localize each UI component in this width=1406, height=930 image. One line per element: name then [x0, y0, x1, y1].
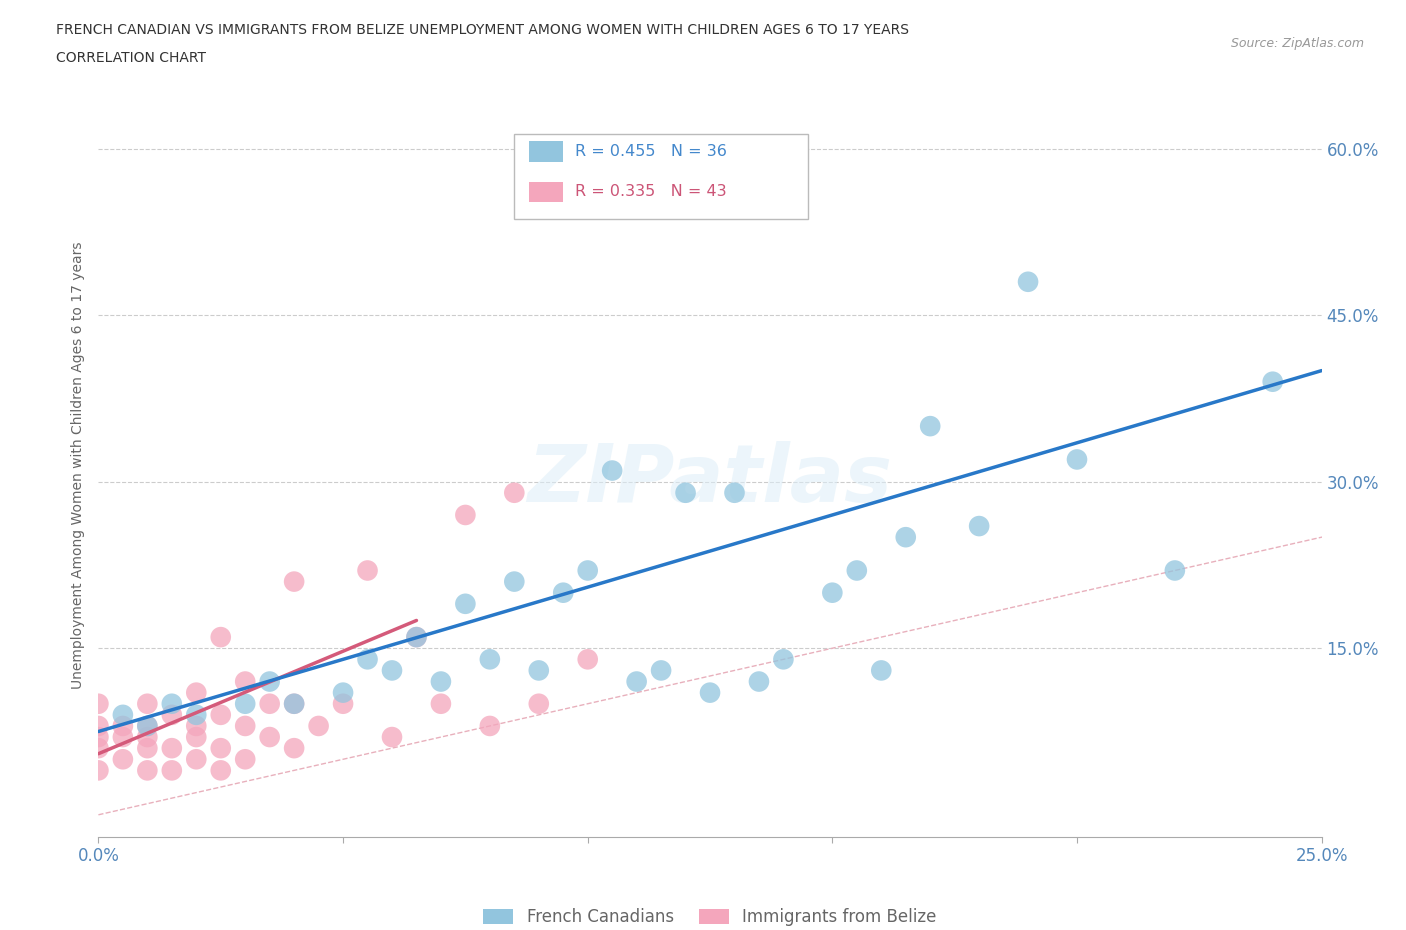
- Point: [259, 730, 281, 745]
- Point: [87, 697, 110, 711]
- Point: [626, 674, 648, 689]
- Legend: French Canadians, Immigrants from Belize: French Canadians, Immigrants from Belize: [477, 901, 943, 930]
- Text: R = 0.335   N = 43: R = 0.335 N = 43: [575, 184, 727, 199]
- Text: FRENCH CANADIAN VS IMMIGRANTS FROM BELIZE UNEMPLOYMENT AMONG WOMEN WITH CHILDREN: FRENCH CANADIAN VS IMMIGRANTS FROM BELIZ…: [56, 23, 910, 37]
- Point: [160, 708, 183, 723]
- Point: [332, 697, 354, 711]
- Point: [136, 719, 159, 734]
- FancyBboxPatch shape: [515, 134, 808, 219]
- Point: [699, 685, 721, 700]
- Point: [209, 708, 232, 723]
- Point: [503, 485, 526, 500]
- Point: [405, 630, 427, 644]
- Point: [1164, 563, 1187, 578]
- Point: [233, 751, 256, 766]
- Point: [454, 508, 477, 523]
- Point: [186, 719, 208, 734]
- Point: [1261, 374, 1284, 389]
- Point: [675, 485, 697, 500]
- Point: [233, 719, 256, 734]
- Point: [87, 730, 110, 745]
- Bar: [529, 181, 564, 203]
- Point: [650, 663, 672, 678]
- Bar: [529, 141, 564, 162]
- Point: [845, 563, 868, 578]
- Point: [160, 763, 183, 777]
- Point: [1017, 274, 1039, 289]
- Point: [136, 730, 159, 745]
- Point: [136, 697, 159, 711]
- Point: [87, 763, 110, 777]
- Point: [430, 697, 453, 711]
- Point: [503, 574, 526, 589]
- Point: [405, 630, 427, 644]
- Point: [209, 763, 232, 777]
- Point: [186, 730, 208, 745]
- Point: [283, 697, 305, 711]
- Point: [967, 519, 990, 534]
- Point: [283, 574, 305, 589]
- Point: [527, 663, 550, 678]
- Point: [381, 663, 404, 678]
- Point: [356, 652, 378, 667]
- Point: [821, 585, 844, 600]
- Text: Source: ZipAtlas.com: Source: ZipAtlas.com: [1230, 37, 1364, 50]
- Point: [209, 630, 232, 644]
- Point: [1066, 452, 1088, 467]
- Point: [259, 697, 281, 711]
- Point: [87, 719, 110, 734]
- Text: ZIPatlas: ZIPatlas: [527, 441, 893, 519]
- Point: [723, 485, 745, 500]
- Point: [748, 674, 770, 689]
- Point: [308, 719, 330, 734]
- Point: [259, 674, 281, 689]
- Point: [209, 740, 232, 755]
- Point: [111, 708, 134, 723]
- Point: [186, 685, 208, 700]
- Point: [576, 652, 599, 667]
- Point: [870, 663, 893, 678]
- Point: [478, 652, 501, 667]
- Point: [160, 740, 183, 755]
- Point: [478, 719, 501, 734]
- Point: [430, 674, 453, 689]
- Text: CORRELATION CHART: CORRELATION CHART: [56, 51, 207, 65]
- Point: [576, 563, 599, 578]
- Point: [136, 740, 159, 755]
- Point: [233, 697, 256, 711]
- Point: [283, 740, 305, 755]
- Point: [186, 708, 208, 723]
- Point: [894, 530, 917, 545]
- Point: [381, 730, 404, 745]
- Point: [136, 719, 159, 734]
- Point: [111, 719, 134, 734]
- Point: [233, 674, 256, 689]
- Point: [600, 463, 623, 478]
- Point: [772, 652, 794, 667]
- Point: [332, 685, 354, 700]
- Text: R = 0.455   N = 36: R = 0.455 N = 36: [575, 144, 727, 159]
- Point: [160, 697, 183, 711]
- Point: [356, 563, 378, 578]
- Point: [186, 751, 208, 766]
- Y-axis label: Unemployment Among Women with Children Ages 6 to 17 years: Unemployment Among Women with Children A…: [70, 241, 84, 689]
- Point: [454, 596, 477, 611]
- Point: [283, 697, 305, 711]
- Point: [111, 730, 134, 745]
- Point: [527, 697, 550, 711]
- Point: [553, 585, 575, 600]
- Point: [87, 740, 110, 755]
- Point: [111, 751, 134, 766]
- Point: [920, 418, 942, 433]
- Point: [136, 763, 159, 777]
